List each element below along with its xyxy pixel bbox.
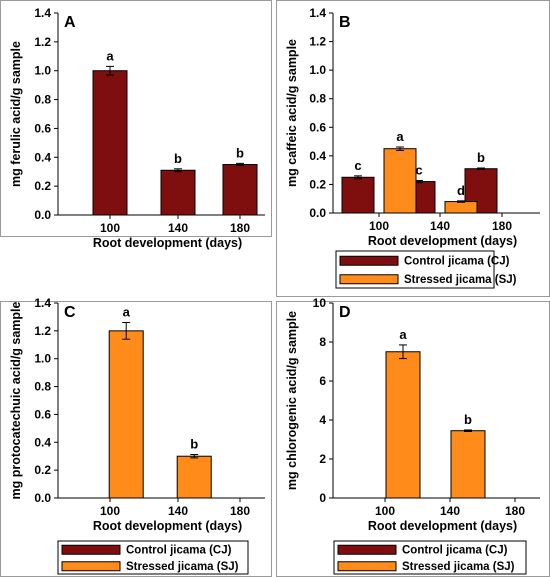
y-axis-title: mg chlorogenic acid/g sample	[285, 311, 299, 490]
bar-control	[160, 169, 196, 216]
panel-letter: D	[339, 304, 351, 321]
x-tick-label: 180	[230, 504, 250, 518]
legend: Control jicama (CJ) Stressed jicama (SJ)	[57, 540, 249, 575]
bar-stressed	[108, 330, 144, 499]
legend-label-control: Control jicama (CJ)	[402, 544, 508, 556]
y-tick-label: 1.4	[34, 296, 51, 310]
significance-label: d	[457, 183, 465, 198]
y-axis-title: mg ferulic acid/g sample	[9, 41, 23, 187]
x-axis-title: Root development (days)	[368, 234, 517, 248]
legend-swatch-control	[337, 544, 397, 555]
x-axis-title: Root development (days)	[368, 519, 517, 533]
significance-label: b	[174, 151, 182, 166]
x-tick-label: 100	[375, 504, 395, 518]
y-tick-label: 1.2	[34, 324, 51, 338]
y-tick-label: 1.0	[309, 63, 326, 77]
significance-label: a	[399, 327, 407, 342]
y-tick-label: 0.6	[34, 407, 51, 421]
significance-label: a	[123, 305, 131, 320]
significance-label: b	[464, 412, 472, 427]
y-tick-label: 0.4	[34, 150, 51, 164]
y-tick-label: 0.8	[34, 380, 51, 394]
significance-label: b	[236, 145, 244, 160]
y-tick-label: 0.0	[34, 491, 51, 505]
x-axis-title: Root development (days)	[93, 236, 242, 250]
legend-label-control: Control jicama (CJ)	[404, 255, 510, 267]
y-tick-label: 8	[319, 335, 326, 349]
bar-stressed	[385, 351, 421, 499]
y-tick-label: 0.0	[309, 206, 326, 220]
y-tick-label: 0.2	[34, 463, 51, 477]
legend-label-control: Control jicama (CJ)	[126, 544, 232, 556]
x-tick-label: 140	[168, 504, 188, 518]
x-tick-label: 180	[505, 504, 525, 518]
y-tick-label: 0.8	[34, 93, 51, 107]
legend-label-stressed: Stressed jicama (SJ)	[404, 274, 517, 286]
bar-control	[464, 168, 498, 214]
y-tick-label: 1.4	[34, 6, 51, 20]
y-tick-label: 0.0	[34, 208, 51, 222]
x-tick-label: 140	[440, 504, 460, 518]
legend-swatch-control	[339, 255, 399, 266]
x-tick-label: 180	[230, 221, 250, 235]
y-tick-label: 4	[319, 413, 326, 427]
y-tick-label: 0.6	[34, 121, 51, 135]
legend-label-stressed: Stressed jicama (SJ)	[402, 561, 515, 573]
legend-swatch-stressed	[61, 561, 121, 572]
y-tick-label: 0.6	[309, 120, 326, 134]
y-tick-label: 1.0	[34, 64, 51, 78]
bar-control	[222, 164, 258, 216]
x-tick-label: 140	[168, 221, 188, 235]
bar-control	[92, 70, 128, 216]
x-tick-label: 100	[100, 221, 120, 235]
significance-label: c	[415, 162, 422, 177]
significance-label: b	[190, 437, 198, 452]
panel-letter: A	[64, 14, 76, 31]
legend-swatch-stressed	[337, 561, 397, 572]
x-tick-label: 140	[430, 219, 450, 233]
significance-label: c	[354, 158, 361, 173]
panel-letter: B	[339, 14, 351, 31]
bar-stressed	[176, 455, 212, 499]
significance-label: a	[106, 48, 114, 63]
y-tick-label: 0.8	[309, 92, 326, 106]
legend-label-stressed: Stressed jicama (SJ)	[126, 561, 239, 573]
y-tick-label: 1.2	[309, 35, 326, 49]
legend-swatch-stressed	[339, 274, 399, 285]
legend-swatch-control	[61, 544, 121, 555]
y-tick-label: 0.2	[309, 177, 326, 191]
y-tick-label: 10	[313, 296, 327, 310]
legend: Control jicama (CJ) Stressed jicama (SJ)	[335, 250, 517, 289]
significance-label: b	[477, 150, 485, 165]
y-axis-title: mg protocatechuic acid/g sample	[9, 301, 23, 499]
y-tick-label: 0.2	[34, 179, 51, 193]
bar-control	[341, 176, 375, 214]
y-tick-label: 1.2	[34, 35, 51, 49]
bar-stressed	[444, 201, 478, 214]
x-axis-title: Root development (days)	[93, 519, 242, 533]
y-tick-label: 2	[319, 452, 326, 466]
bar-stressed	[383, 148, 417, 214]
y-axis-title: mg caffeic acid/g sample	[285, 39, 299, 187]
y-tick-label: 6	[319, 374, 326, 388]
significance-label: a	[396, 129, 404, 144]
x-tick-label: 100	[369, 219, 389, 233]
y-tick-label: 1.4	[309, 6, 326, 20]
y-tick-label: 0.4	[309, 149, 326, 163]
y-tick-label: 0	[319, 491, 326, 505]
legend: Control jicama (CJ) Stressed jicama (SJ)	[333, 540, 527, 575]
y-tick-label: 0.4	[34, 435, 51, 449]
x-tick-label: 180	[492, 219, 512, 233]
x-tick-label: 100	[100, 504, 120, 518]
panel-letter: C	[64, 304, 76, 321]
y-tick-label: 1.0	[34, 352, 51, 366]
bar-stressed	[450, 430, 486, 499]
